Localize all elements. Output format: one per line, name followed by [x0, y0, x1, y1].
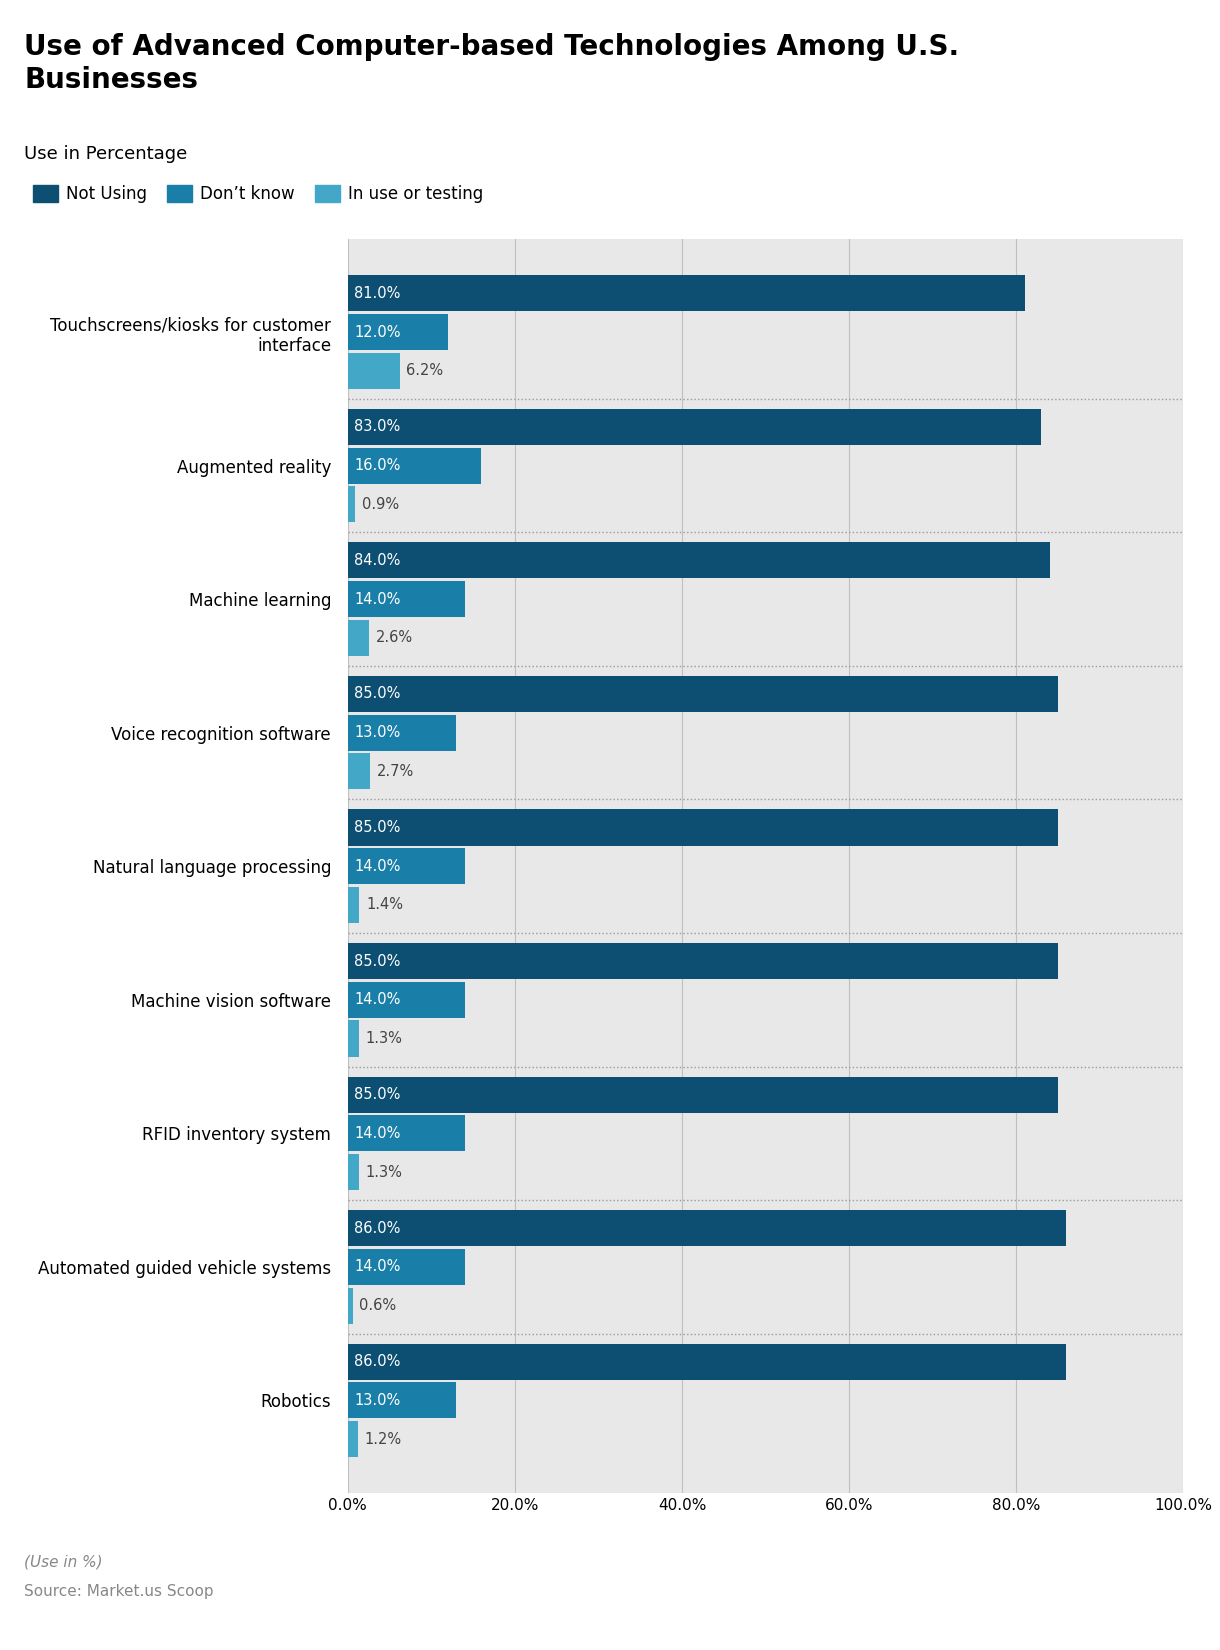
Bar — [348, 1153, 359, 1190]
Text: 85.0%: 85.0% — [354, 686, 400, 701]
Bar — [348, 314, 448, 350]
Text: 86.0%: 86.0% — [354, 1221, 400, 1236]
Text: 85.0%: 85.0% — [354, 820, 400, 835]
Text: 83.0%: 83.0% — [354, 419, 400, 434]
Bar — [348, 581, 465, 617]
Bar — [348, 982, 465, 1018]
Text: 16.0%: 16.0% — [354, 459, 400, 474]
Bar — [348, 810, 1058, 845]
Text: 14.0%: 14.0% — [354, 992, 400, 1006]
Bar — [348, 888, 360, 922]
Text: 85.0%: 85.0% — [354, 1087, 400, 1102]
Text: 81.0%: 81.0% — [354, 285, 400, 300]
Text: 12.0%: 12.0% — [354, 325, 401, 340]
Text: 2.6%: 2.6% — [376, 630, 414, 645]
Bar — [348, 620, 370, 657]
Text: 1.3%: 1.3% — [365, 1165, 403, 1180]
Legend: Not Using, Don’t know, In use or testing: Not Using, Don’t know, In use or testing — [33, 185, 483, 203]
Bar — [348, 714, 456, 751]
Text: Use in Percentage: Use in Percentage — [24, 145, 188, 163]
Text: 85.0%: 85.0% — [354, 954, 400, 969]
Text: 14.0%: 14.0% — [354, 1259, 400, 1274]
Bar — [348, 447, 482, 483]
Text: 14.0%: 14.0% — [354, 592, 400, 607]
Bar — [348, 848, 465, 884]
Bar — [348, 1383, 456, 1419]
Bar — [348, 1249, 465, 1285]
Text: 2.7%: 2.7% — [377, 764, 415, 779]
Text: 0.9%: 0.9% — [362, 497, 399, 512]
Text: 6.2%: 6.2% — [406, 363, 443, 378]
Bar — [348, 1287, 353, 1323]
Text: (Use in %): (Use in %) — [24, 1554, 102, 1569]
Bar — [348, 276, 1025, 312]
Bar — [348, 1076, 1058, 1112]
Bar — [348, 409, 1042, 446]
Bar — [348, 1421, 357, 1457]
Bar — [348, 353, 399, 389]
Bar — [348, 1343, 1066, 1379]
Text: 84.0%: 84.0% — [354, 553, 400, 568]
Bar — [348, 543, 1049, 579]
Text: 86.0%: 86.0% — [354, 1355, 400, 1369]
Text: 13.0%: 13.0% — [354, 1393, 400, 1407]
Bar — [348, 1020, 359, 1056]
Text: 1.3%: 1.3% — [365, 1031, 403, 1046]
Text: 14.0%: 14.0% — [354, 1125, 400, 1140]
Bar — [348, 1209, 1066, 1246]
Text: 14.0%: 14.0% — [354, 858, 400, 874]
Text: Source: Market.us Scoop: Source: Market.us Scoop — [24, 1584, 214, 1599]
Bar — [348, 754, 370, 789]
Bar — [348, 1115, 465, 1152]
Text: 0.6%: 0.6% — [360, 1299, 396, 1313]
Bar — [348, 487, 355, 523]
Text: 1.2%: 1.2% — [365, 1432, 401, 1447]
Text: 1.4%: 1.4% — [366, 898, 403, 912]
Bar — [348, 676, 1058, 713]
Text: 13.0%: 13.0% — [354, 726, 400, 741]
Text: Use of Advanced Computer-based Technologies Among U.S.
Businesses: Use of Advanced Computer-based Technolog… — [24, 33, 959, 94]
Bar — [348, 944, 1058, 978]
